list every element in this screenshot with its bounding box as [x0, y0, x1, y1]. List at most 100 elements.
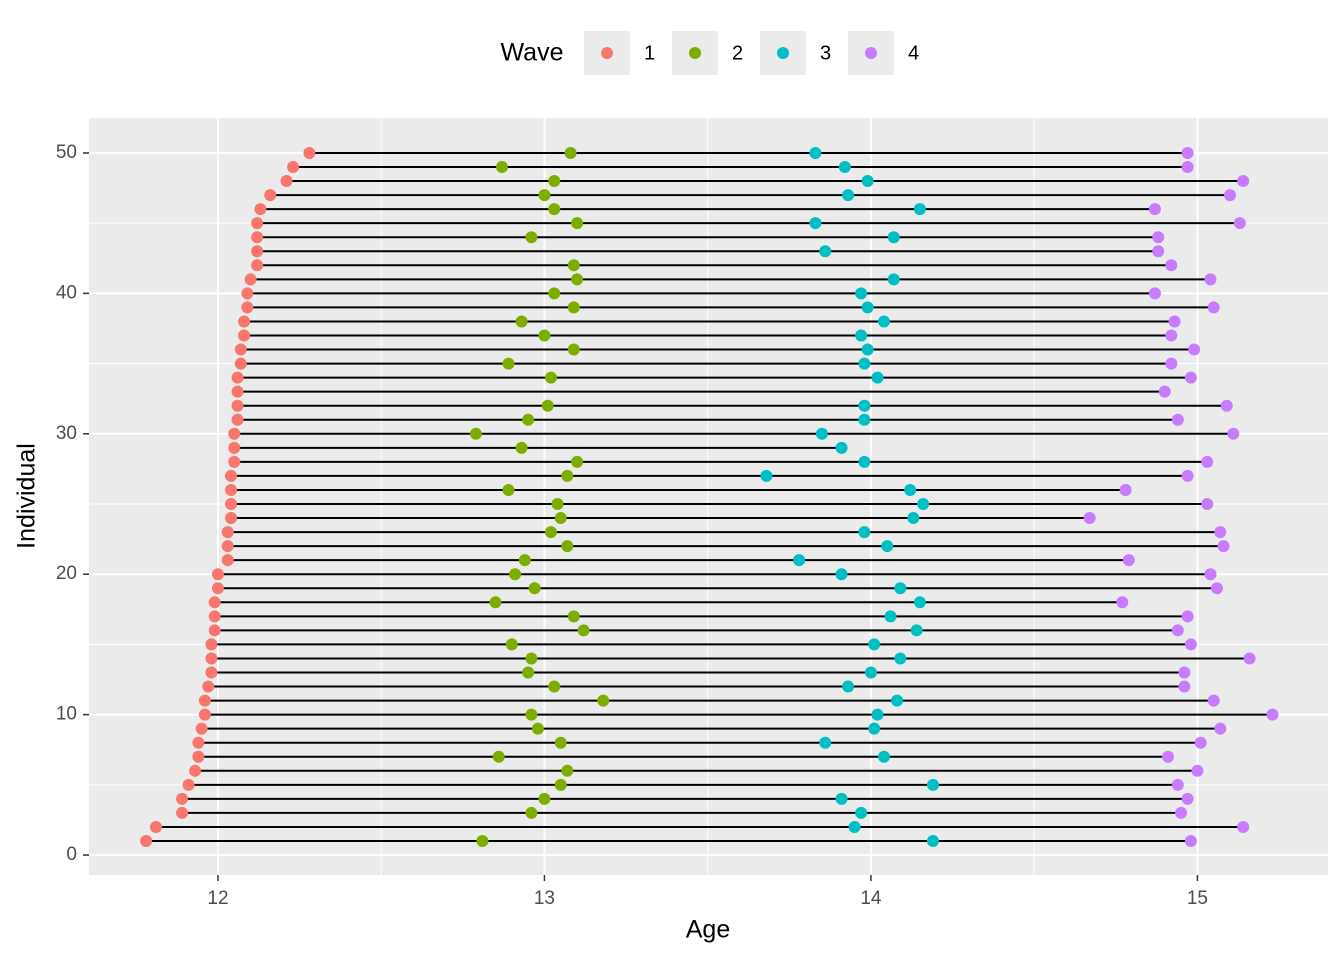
- point: [884, 610, 897, 623]
- point: [561, 540, 574, 553]
- point: [228, 455, 241, 468]
- point: [554, 778, 567, 791]
- point: [192, 736, 205, 749]
- point: [208, 610, 221, 623]
- point: [1217, 540, 1230, 553]
- point: [567, 301, 580, 314]
- point: [887, 273, 900, 286]
- point: [1220, 399, 1233, 412]
- point: [280, 175, 293, 188]
- point: [205, 652, 218, 665]
- point: [1178, 666, 1191, 679]
- point: [819, 736, 832, 749]
- point: [231, 413, 244, 426]
- point: [760, 469, 773, 482]
- point: [1122, 554, 1135, 567]
- point: [564, 146, 577, 159]
- point: [241, 287, 254, 300]
- point: [894, 582, 907, 595]
- point: [1214, 526, 1227, 539]
- point: [496, 161, 508, 174]
- point: [208, 596, 221, 609]
- point: [149, 820, 162, 833]
- point: [231, 371, 244, 384]
- point: [1237, 175, 1250, 188]
- point: [904, 483, 917, 496]
- legend-marker: [601, 47, 613, 59]
- point: [861, 175, 874, 188]
- point: [1178, 680, 1191, 693]
- point: [1201, 498, 1214, 511]
- point: [1148, 203, 1161, 216]
- point: [815, 427, 828, 440]
- point: [228, 441, 241, 454]
- point: [489, 596, 502, 609]
- point: [1194, 736, 1207, 749]
- point: [1181, 610, 1194, 623]
- point: [205, 666, 218, 679]
- point: [1152, 245, 1165, 258]
- point: [855, 329, 868, 342]
- point: [1148, 287, 1161, 300]
- point: [525, 806, 538, 819]
- point: [877, 750, 890, 763]
- point: [1204, 273, 1217, 286]
- point: [858, 399, 871, 412]
- point: [793, 554, 806, 567]
- y-tick-label: 40: [56, 282, 77, 303]
- point: [251, 245, 264, 258]
- point: [926, 778, 939, 791]
- point: [891, 694, 904, 707]
- point: [538, 189, 551, 202]
- point: [1168, 315, 1181, 328]
- point: [561, 764, 574, 777]
- point: [531, 722, 544, 735]
- point: [877, 315, 890, 328]
- point: [303, 146, 316, 159]
- legend-marker: [689, 47, 701, 59]
- point: [597, 694, 610, 707]
- point: [234, 357, 247, 370]
- point: [868, 638, 881, 651]
- point: [917, 498, 930, 511]
- point: [492, 750, 505, 763]
- point: [211, 568, 224, 581]
- point: [871, 371, 884, 384]
- point: [1224, 189, 1237, 202]
- point: [231, 385, 244, 398]
- point: [1175, 806, 1188, 819]
- point: [541, 399, 554, 412]
- point: [140, 835, 153, 848]
- point: [538, 329, 551, 342]
- point: [1181, 469, 1194, 482]
- point: [894, 652, 907, 665]
- point: [1201, 455, 1214, 468]
- point: [1188, 343, 1201, 356]
- legend-marker: [777, 47, 789, 59]
- point: [571, 217, 584, 230]
- point: [1207, 694, 1220, 707]
- legend-label: 4: [908, 42, 919, 64]
- point: [1243, 652, 1256, 665]
- point: [1181, 792, 1194, 805]
- point: [548, 287, 561, 300]
- point: [809, 146, 822, 159]
- point: [522, 666, 535, 679]
- point: [525, 652, 538, 665]
- point: [208, 624, 221, 637]
- panel: [89, 118, 1328, 875]
- point: [225, 483, 238, 496]
- point: [881, 540, 894, 553]
- point: [225, 512, 238, 525]
- point: [551, 498, 564, 511]
- point: [528, 582, 541, 595]
- legend-label: 2: [732, 42, 743, 64]
- point: [868, 722, 881, 735]
- point: [1266, 708, 1279, 721]
- point: [1165, 259, 1178, 272]
- point: [518, 554, 531, 567]
- point: [571, 273, 584, 286]
- point: [182, 778, 195, 791]
- point: [198, 708, 211, 721]
